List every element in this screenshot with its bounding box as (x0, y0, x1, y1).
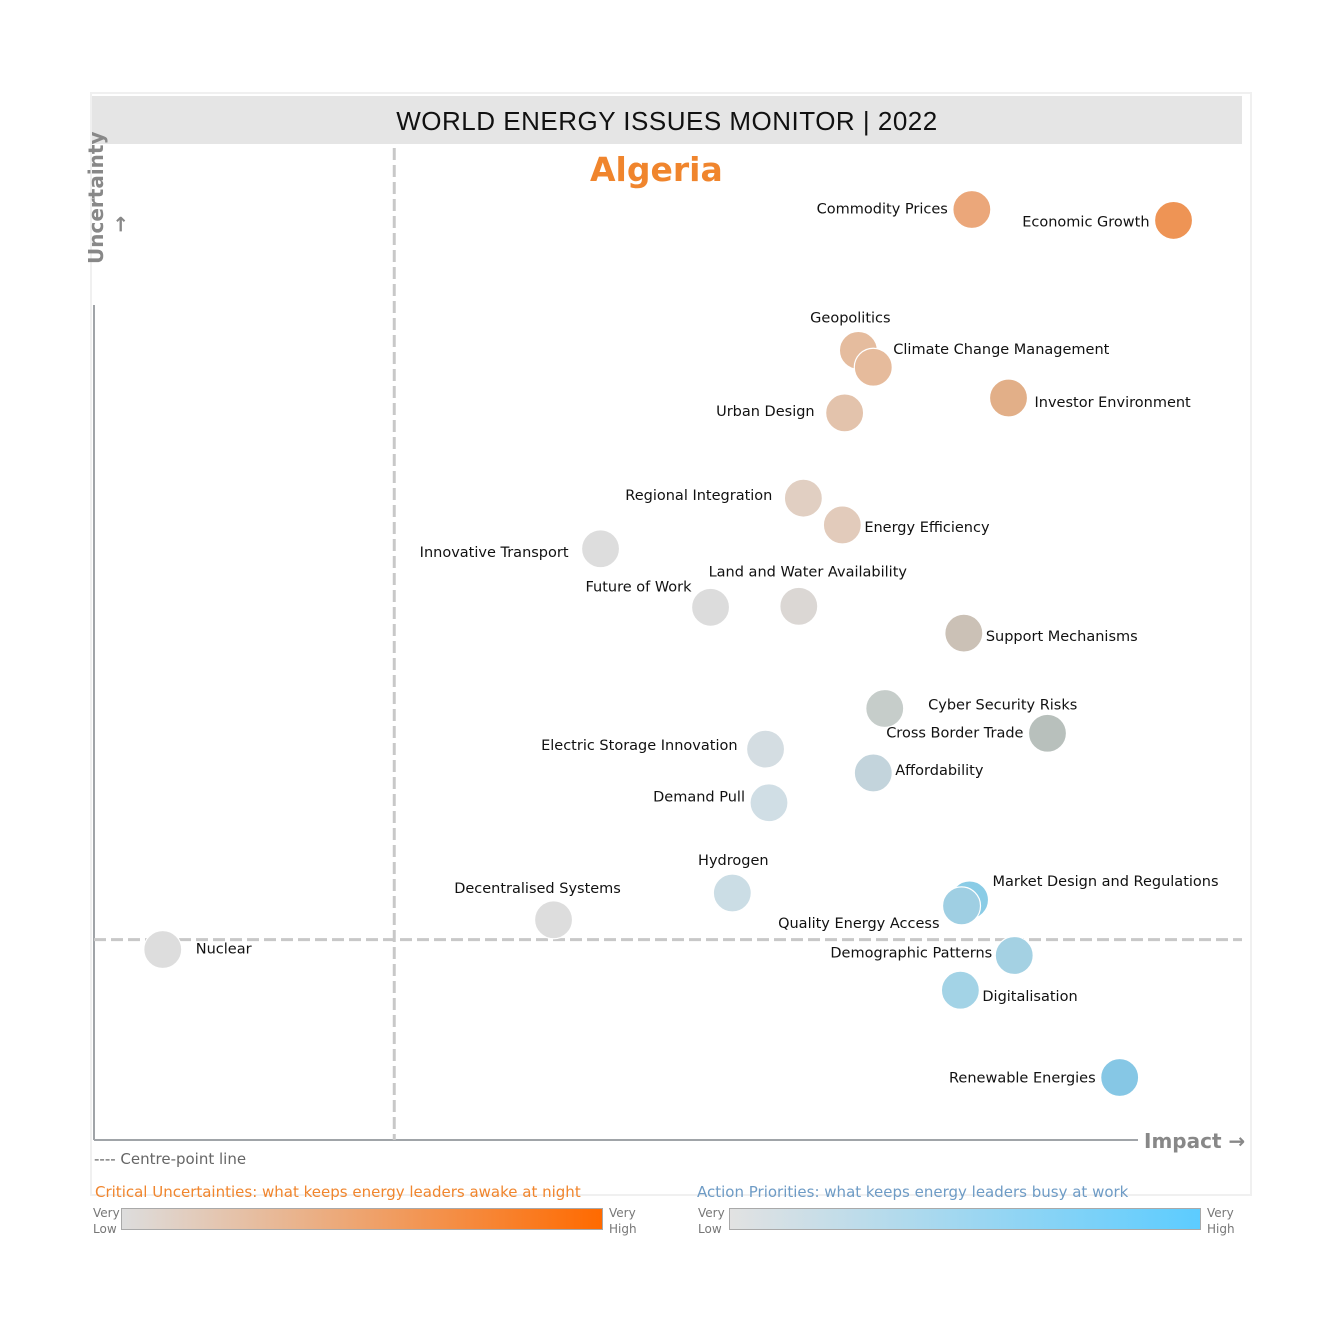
data-label: Hydrogen (698, 853, 769, 869)
data-point (853, 347, 893, 387)
data-point (941, 886, 982, 926)
data-point (822, 505, 862, 545)
uncertainty-low-label: Very Low (93, 1206, 120, 1236)
priority-gradient-bar (729, 1208, 1201, 1230)
data-label: Market Design and Regulations (993, 874, 1219, 890)
data-label: Economic Growth (1022, 214, 1149, 230)
data-label: Demand Pull (653, 790, 745, 806)
data-point (825, 393, 865, 433)
chart-title: WORLD ENERGY ISSUES MONITOR | 2022 (92, 96, 1242, 144)
data-label: Commodity Prices (817, 202, 948, 218)
priority-high-label: Very High (1207, 1206, 1235, 1236)
data-label: Investor Environment (1035, 395, 1192, 411)
data-point (1153, 200, 1194, 241)
priority-low-label: Very Low (698, 1206, 725, 1236)
data-point (745, 729, 786, 769)
data-label: Cyber Security Risks (928, 697, 1077, 713)
y-axis-label: Uncertainty → (84, 131, 132, 264)
data-label: Support Mechanisms (986, 629, 1138, 645)
data-point (580, 529, 621, 569)
data-point (865, 688, 905, 729)
data-label: Land and Water Availability (709, 564, 908, 580)
uncertainty-legend-title: Critical Uncertainties: what keeps energ… (95, 1183, 581, 1201)
data-label: Climate Change Management (893, 342, 1109, 358)
data-point (1100, 1057, 1140, 1098)
data-label: Demographic Patterns (830, 945, 992, 961)
data-label: Energy Efficiency (864, 520, 990, 536)
data-point (1027, 713, 1068, 753)
data-point (712, 873, 752, 913)
data-point (143, 929, 183, 970)
x-axis-label: Impact → (1144, 1129, 1246, 1153)
data-label: Quality Energy Access (778, 916, 939, 932)
data-label: Cross Border Trade (886, 725, 1023, 741)
data-label: Innovative Transport (420, 545, 569, 561)
data-label: Renewable Energies (949, 1071, 1096, 1087)
data-point (944, 613, 984, 653)
centre-point-note: ---- Centre-point line (94, 1150, 247, 1168)
priority-legend-title: Action Priorities: what keeps energy lea… (697, 1183, 1129, 1201)
data-label: Urban Design (716, 404, 815, 420)
data-point (690, 587, 731, 627)
uncertainty-high-label: Very High (609, 1206, 637, 1236)
data-label: Future of Work (585, 579, 692, 595)
data-point (749, 783, 789, 823)
data-label: Digitalisation (982, 989, 1077, 1005)
data-point (952, 189, 992, 230)
data-point (940, 970, 980, 1010)
data-point (783, 478, 823, 518)
data-label: Decentralised Systems (454, 881, 621, 897)
data-point (853, 753, 893, 793)
uncertainty-gradient-bar (121, 1208, 603, 1230)
data-label: Regional Integration (625, 488, 772, 504)
chart-frame (90, 92, 1252, 1196)
data-label: Nuclear (196, 942, 252, 958)
data-point (779, 586, 819, 626)
data-label: Geopolitics (810, 310, 890, 326)
country-name: Algeria (590, 150, 723, 189)
data-point (994, 935, 1034, 976)
data-point (988, 378, 1029, 418)
data-point (533, 900, 574, 940)
data-label: Affordability (895, 763, 984, 779)
data-label: Electric Storage Innovation (541, 738, 737, 754)
